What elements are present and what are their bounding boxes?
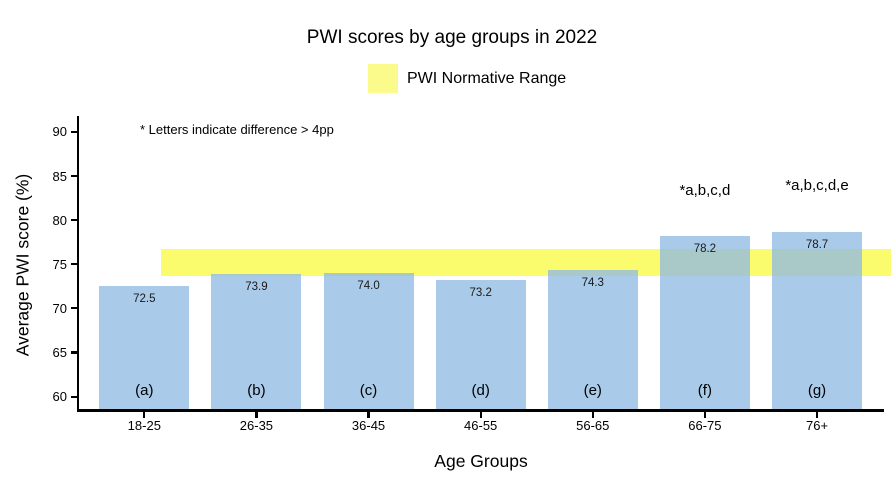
x-tick-label: 46-55	[464, 418, 498, 433]
bar-letter-label: (e)	[583, 381, 602, 399]
x-tick-label: 26-35	[239, 418, 274, 433]
bar-value-label: 72.5	[133, 293, 156, 306]
significance-annotation-76+: *a,b,c,d,e	[785, 176, 849, 194]
bar-value-label: 74.3	[581, 277, 604, 290]
x-tick-label: 66-75	[688, 418, 722, 433]
bar-value-label: 73.2	[469, 287, 492, 300]
y-tick-label: 70	[52, 300, 67, 316]
legend-label: PWI Normative Range	[407, 69, 567, 87]
bar-letter-label: (d)	[471, 381, 490, 399]
chart-title: PWI scores by age groups in 2022	[306, 27, 598, 48]
bar-26-35: 73.9 (b)	[211, 273, 302, 409]
bar-value-label: 73.9	[245, 280, 268, 293]
x-axis-title: Age Groups	[434, 451, 528, 471]
bar-56-65: 74.3 (e)	[547, 270, 638, 409]
bar-letter-label: (a)	[135, 381, 154, 399]
y-tick	[71, 219, 79, 222]
bar-value-label: 78.2	[693, 243, 717, 256]
x-tick	[143, 411, 146, 418]
y-tick	[71, 263, 79, 266]
bar-letter-label: (g)	[807, 381, 827, 399]
x-tick	[255, 411, 258, 418]
significance-note: * Letters indicate difference > 4pp	[140, 122, 334, 137]
bar-18-25: 72.5 (a)	[99, 286, 190, 409]
y-tick	[71, 174, 79, 178]
x-tick-label: 56-65	[576, 418, 610, 433]
normative-range-swatch-icon	[368, 64, 398, 93]
y-tick	[71, 307, 79, 310]
bar-letter-label: (c)	[359, 381, 378, 399]
bar-46-55: 73.2 (d)	[435, 280, 526, 409]
y-tick	[71, 130, 79, 133]
x-tick	[703, 411, 706, 418]
x-tick-label: 76+	[805, 418, 829, 433]
y-tick-label: 80	[52, 212, 67, 228]
bar-letter-label: (b)	[247, 381, 266, 399]
plot-area: 72.5 (a) 73.9 (b) 74.0 (c) 73.2 (d) 74.3 (e) 78.2 (…	[79, 116, 891, 409]
x-tick	[591, 411, 594, 418]
bar-value-label: 78.7	[805, 238, 829, 251]
y-tick-label: 65	[52, 345, 67, 361]
bar-66-75: 78.2 (f)	[659, 236, 750, 409]
y-tick-label: 85	[52, 168, 67, 184]
legend: PWI Normative Range	[368, 64, 566, 93]
x-tick	[479, 411, 482, 418]
y-tick-label: 75	[52, 256, 67, 272]
y-axis-title: Average PWI score (%)	[12, 173, 33, 357]
significance-annotation-66-75: *a,b,c,d	[679, 181, 731, 199]
x-tick-label: 36-45	[351, 418, 386, 433]
bar-letter-label: (f)	[697, 381, 712, 399]
y-tick-label: 60	[52, 389, 67, 405]
normative-band	[160, 249, 891, 276]
x-axis-line	[76, 409, 884, 412]
x-tick	[815, 411, 819, 418]
y-tick	[71, 395, 79, 398]
bar-36-45: 74.0 (c)	[323, 273, 414, 409]
x-tick-label: 18-25	[127, 418, 161, 433]
y-tick-label: 90	[52, 124, 67, 140]
x-tick	[367, 411, 370, 418]
bar-value-label: 74.0	[357, 280, 380, 293]
bar-76+: 78.7 (g)	[772, 231, 863, 409]
y-tick	[71, 351, 79, 354]
